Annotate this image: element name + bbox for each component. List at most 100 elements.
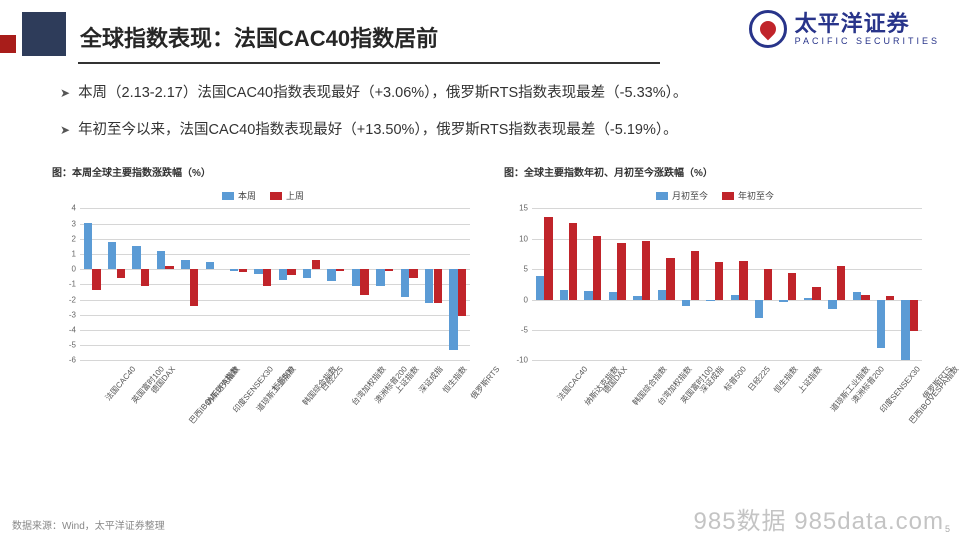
bar [181, 260, 189, 269]
bar [642, 241, 650, 299]
chart-ytd: 图：全球主要指数年初、月初至今涨跌幅（%） 月初至今年初至今 -10-50510… [504, 164, 926, 408]
bar [385, 269, 393, 271]
bar [779, 300, 787, 302]
legend-swatch [656, 192, 668, 200]
bullet-item: 年初至今以来，法国CAC40指数表现最好（+13.50%），俄罗斯RTS指数表现… [60, 119, 920, 142]
gridline [532, 208, 922, 209]
bar [828, 300, 836, 310]
bar [764, 269, 772, 299]
y-tick-label: 2 [56, 234, 76, 243]
bar [401, 269, 409, 296]
accent-navy-block [22, 12, 66, 56]
bar [682, 300, 690, 306]
bar [360, 269, 368, 295]
legend-item: 年初至今 [722, 189, 774, 202]
brand-logo: 太平洋证券 PACIFIC SECURITIES [749, 10, 940, 48]
chart-title: 图：本周全球主要指数涨跌幅（%） [52, 164, 474, 179]
bar [569, 223, 577, 300]
bar [715, 262, 723, 300]
title-underline [78, 62, 660, 64]
bar [853, 292, 861, 299]
bar [910, 300, 918, 332]
gridline [532, 269, 922, 270]
bar [731, 295, 739, 300]
bar [837, 266, 845, 299]
legend-label: 上周 [286, 189, 304, 202]
y-tick-label: 0 [56, 265, 76, 274]
bar [449, 269, 457, 350]
y-tick-label: 10 [508, 234, 528, 243]
bar [409, 269, 417, 278]
bar [230, 269, 238, 271]
x-category-label: 上证指数 [795, 364, 824, 396]
bar [739, 261, 747, 299]
bar [877, 300, 885, 349]
bar [633, 296, 641, 300]
y-tick-label: -5 [508, 325, 528, 334]
gridline [80, 239, 470, 240]
gridline [532, 300, 922, 301]
bar [108, 242, 116, 269]
x-category-label: 恒生指数 [771, 364, 800, 396]
bar [165, 266, 173, 269]
y-tick-label: -3 [56, 310, 76, 319]
chart-area: -6-5-4-3-2-101234 法国CAC40英国富时100德国DAX巴西I… [52, 208, 474, 408]
gridline [80, 208, 470, 209]
bar [132, 246, 140, 269]
bar [263, 269, 271, 286]
bar [376, 269, 384, 286]
bar [336, 269, 344, 271]
y-tick-label: -5 [56, 341, 76, 350]
y-tick-label: 0 [508, 295, 528, 304]
bar [239, 269, 247, 272]
bar [658, 290, 666, 300]
y-tick-label: -2 [56, 295, 76, 304]
watermark: 985数据 985data.com [694, 501, 944, 536]
bar [425, 269, 433, 302]
x-category-label: 俄罗斯RTS [468, 364, 502, 402]
bar [254, 269, 262, 274]
bar [691, 251, 699, 300]
gridline [532, 239, 922, 240]
legend-item: 本周 [222, 189, 256, 202]
bar [609, 292, 617, 299]
bar [804, 298, 812, 300]
bullet-list: 本周（2.13-2.17）法国CAC40指数表现最好（+3.06%），俄罗斯RT… [0, 64, 960, 164]
bar [901, 300, 909, 361]
y-tick-label: 4 [56, 204, 76, 213]
bar [287, 269, 295, 275]
slide-header: 全球指数表现：法国CAC40指数居前 太平洋证券 PACIFIC SECURIT… [0, 0, 960, 64]
y-tick-label: -1 [56, 280, 76, 289]
bar [434, 269, 442, 302]
pacific-logo-icon [749, 10, 787, 48]
y-tick-label: 3 [56, 219, 76, 228]
bar [536, 276, 544, 299]
gridline [80, 224, 470, 225]
legend-item: 月初至今 [656, 189, 708, 202]
legend-swatch [222, 192, 234, 200]
chart-legend: 本周 上周 [52, 189, 474, 202]
y-tick-label: -10 [508, 356, 528, 365]
gridline [80, 315, 470, 316]
page-title: 全球指数表现：法国CAC40指数居前 [80, 15, 438, 53]
x-category-label: 恒生指数 [441, 364, 470, 396]
logo-cn-text: 太平洋证券 [795, 13, 940, 35]
bar [666, 258, 674, 299]
bar [861, 295, 869, 300]
gridline [532, 330, 922, 331]
data-source: 数据来源：Wind，太平洋证券整理 [12, 517, 165, 532]
bar [352, 269, 360, 286]
legend-swatch [270, 192, 282, 200]
x-category-label: 深证成指 [416, 364, 445, 396]
bar [812, 287, 820, 300]
chart-area: -10-5051015 法国CAC40纳斯达克指数德国DAX韩国综合指数台湾加权… [504, 208, 926, 408]
bar [327, 269, 335, 281]
x-category-label: 标普500 [721, 364, 748, 394]
bar [544, 217, 552, 299]
bar [279, 269, 287, 280]
title-bar: 全球指数表现：法国CAC40指数居前 [0, 12, 438, 56]
bar [117, 269, 125, 278]
bar [617, 243, 625, 300]
y-tick-label: 1 [56, 249, 76, 258]
bar [706, 300, 714, 301]
